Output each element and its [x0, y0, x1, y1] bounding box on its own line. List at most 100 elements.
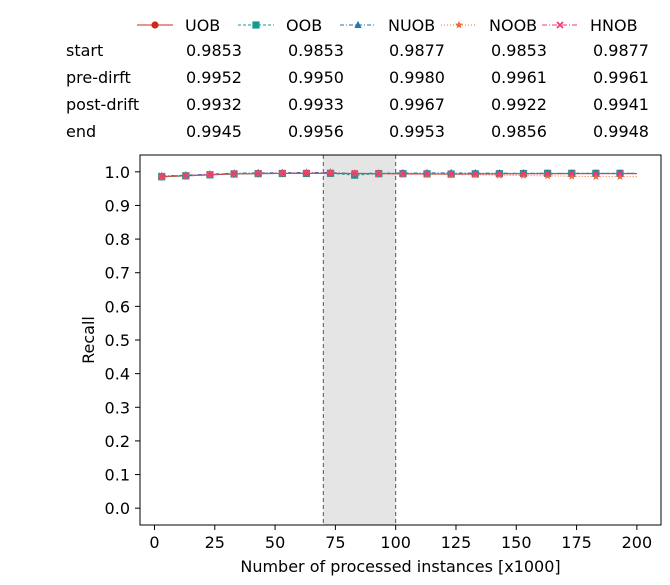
data-point	[423, 170, 431, 178]
y-tick-label: 0.6	[105, 297, 130, 316]
table-cell: 0.9953	[389, 122, 445, 141]
y-tick-label: 0.4	[105, 365, 130, 384]
data-point	[182, 171, 190, 180]
x-tick-label: 100	[380, 533, 411, 552]
data-point	[616, 172, 624, 181]
x-tick-label: 175	[561, 533, 592, 552]
legend-item-hnob: HNOB	[542, 16, 638, 35]
legend-marker-x-square-icon	[556, 21, 564, 29]
x-axis: 0 25 50 75 100 125 150 175 200	[149, 525, 652, 552]
data-point	[158, 172, 166, 180]
legend-label: NUOB	[388, 16, 435, 35]
x-tick-label: 50	[265, 533, 285, 552]
legend-marker-circle-icon	[151, 21, 159, 29]
data-point	[592, 169, 600, 178]
legend-marker-triangle-icon	[354, 20, 362, 28]
data-point	[568, 169, 576, 178]
legend-item-nuob: NUOB	[340, 16, 435, 35]
y-tick-label: 0.1	[105, 466, 130, 485]
series-uob	[158, 169, 637, 181]
legend-marker-star-icon	[455, 20, 463, 29]
table-cell: 0.9853	[288, 41, 344, 60]
data-point	[591, 172, 600, 181]
data-point	[326, 169, 335, 177]
data-point	[471, 170, 479, 178]
y-tick-label: 0.9	[105, 196, 130, 215]
legend: UOB OOB NUOB NOOB HNOB	[137, 16, 638, 35]
series-oob	[158, 169, 637, 181]
legend-label: NOOB	[489, 16, 537, 35]
table-cell: 0.9877	[389, 41, 445, 60]
table-cell: 0.9967	[389, 95, 445, 114]
table-cell: 0.9948	[593, 122, 649, 141]
y-tick-label: 0.3	[105, 398, 130, 417]
x-tick-label: 0	[149, 533, 159, 552]
data-point	[230, 169, 238, 178]
table-row-label: start	[66, 41, 103, 60]
x-tick-label: 200	[622, 533, 653, 552]
table-cell: 0.9956	[288, 122, 344, 141]
table-cell: 0.9932	[186, 95, 242, 114]
data-point	[399, 170, 407, 178]
x-tick-label: 25	[205, 533, 225, 552]
legend-label: OOB	[286, 16, 322, 35]
data-point	[519, 171, 528, 179]
legend-label: HNOB	[590, 16, 638, 35]
x-tick-label: 150	[501, 533, 532, 552]
table-cell: 0.9961	[593, 68, 649, 87]
legend-item-uob: UOB	[137, 16, 220, 35]
table-cell: 0.9980	[389, 68, 445, 87]
legend-label: UOB	[185, 16, 220, 35]
table-cell: 0.9853	[186, 41, 242, 60]
summary-table: start 0.9853 0.9853 0.9877 0.9853 0.9877 pre-d…	[66, 41, 649, 141]
y-axis: 0.0 0.1 0.2 0.3 0.4 0.5 0.6 0.7 0.8 0.9 1.0	[105, 163, 140, 518]
plot-frame	[139, 154, 662, 526]
table-row-label: end	[66, 122, 96, 141]
data-point	[616, 169, 624, 178]
series-hnob	[158, 169, 637, 180]
legend-marker-square-icon	[252, 21, 260, 29]
y-tick-label: 0.5	[105, 331, 130, 350]
table-cell: 0.9941	[593, 95, 649, 114]
y-axis-label: Recall	[79, 316, 98, 364]
table-cell: 0.9945	[186, 122, 242, 141]
data-point	[543, 171, 552, 180]
y-tick-label: 0.2	[105, 432, 130, 451]
data-point	[375, 169, 383, 178]
x-tick-label: 75	[325, 533, 345, 552]
y-tick-label: 0.8	[105, 230, 130, 249]
data-point	[206, 170, 214, 179]
data-point	[567, 171, 576, 180]
data-point	[544, 170, 552, 178]
data-point	[495, 170, 503, 178]
series-line	[161, 172, 637, 178]
data-point	[447, 170, 455, 178]
legend-item-oob: OOB	[238, 16, 322, 35]
data-point	[351, 169, 359, 177]
table-cell: 0.9877	[593, 41, 649, 60]
table-cell: 0.9952	[186, 68, 242, 87]
table-row: start 0.9853 0.9853 0.9877 0.9853 0.9877	[66, 41, 649, 60]
table-cell: 0.9856	[491, 122, 547, 141]
data-point	[302, 169, 311, 177]
x-tick-label: 125	[441, 533, 472, 552]
table-row: end 0.9945 0.9956 0.9953 0.9856 0.9948	[66, 122, 649, 141]
table-cell: 0.9961	[491, 68, 547, 87]
y-tick-label: 0.7	[105, 264, 130, 283]
table-cell: 0.9933	[288, 95, 344, 114]
data-point	[254, 169, 262, 177]
y-tick-label: 0.0	[105, 499, 130, 518]
data-point	[519, 170, 528, 178]
table-cell: 0.9950	[288, 68, 344, 87]
table-row-label: post-drift	[66, 95, 139, 114]
table-cell: 0.9922	[491, 95, 547, 114]
data-point	[278, 169, 286, 177]
y-tick-label: 1.0	[105, 163, 130, 182]
table-row: post-drift 0.9932 0.9933 0.9967 0.9922 0.9941	[66, 95, 649, 114]
legend-item-noob: NOOB	[441, 16, 537, 35]
table-row: pre-dirft 0.9952 0.9950 0.9980 0.9961 0.9961	[66, 68, 649, 87]
table-cell: 0.9853	[491, 41, 547, 60]
x-axis-label: Number of processed instances [x1000]	[240, 557, 560, 576]
table-row-label: pre-dirft	[66, 68, 131, 87]
